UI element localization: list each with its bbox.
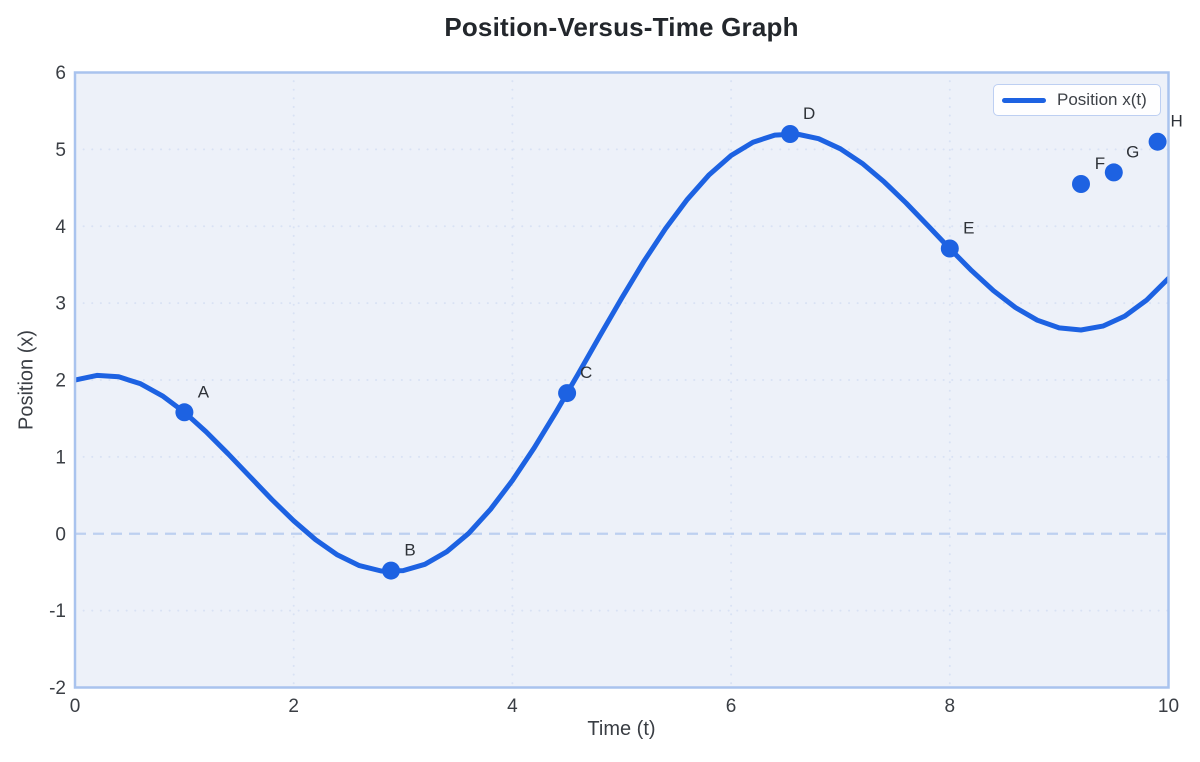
point-label-G: G [1126,142,1139,161]
point-label-B: B [404,541,415,560]
x-tick-label: 4 [507,696,518,717]
x-tick-label: 10 [1158,696,1179,717]
data-point-E [940,239,959,258]
y-tick-label: 1 [55,447,66,468]
x-tick-label: 0 [70,696,81,717]
point-label-D: D [803,104,815,123]
point-label-A: A [198,382,210,401]
data-point-G [1104,163,1123,182]
data-point-F [1072,175,1090,193]
data-point-A [175,403,194,422]
data-point-B [382,561,400,580]
y-tick-label: 0 [55,524,66,545]
chart-title: Position-Versus-Time Graph [444,12,799,42]
x-tick-label: 8 [945,696,956,717]
y-tick-label: 6 [55,63,66,84]
point-label-H: H [1170,112,1182,131]
data-point-D [781,125,800,143]
legend-line-swatch [1002,97,1046,103]
point-label-E: E [963,219,974,238]
x-tick-label: 6 [726,696,737,717]
y-tick-label: 5 [55,140,66,161]
y-tick-label: -1 [49,601,66,622]
y-axis-title: Position (x) [15,329,38,431]
y-tick-label: 4 [55,217,66,238]
point-label-F: F [1095,154,1105,173]
y-tick-label: 3 [55,294,66,315]
y-tick-label: 2 [55,371,66,392]
x-axis-title: Time (t) [587,718,656,740]
y-tick-label: -2 [49,678,66,699]
data-point-C [558,384,577,403]
legend: Position x(t) [993,84,1161,116]
x-tick-label: 2 [288,696,299,717]
legend-label: Position x(t) [1057,90,1147,109]
plot-border [73,71,1170,689]
data-point-H [1148,132,1167,151]
position-curve [75,131,1169,574]
point-label-C: C [580,363,592,382]
